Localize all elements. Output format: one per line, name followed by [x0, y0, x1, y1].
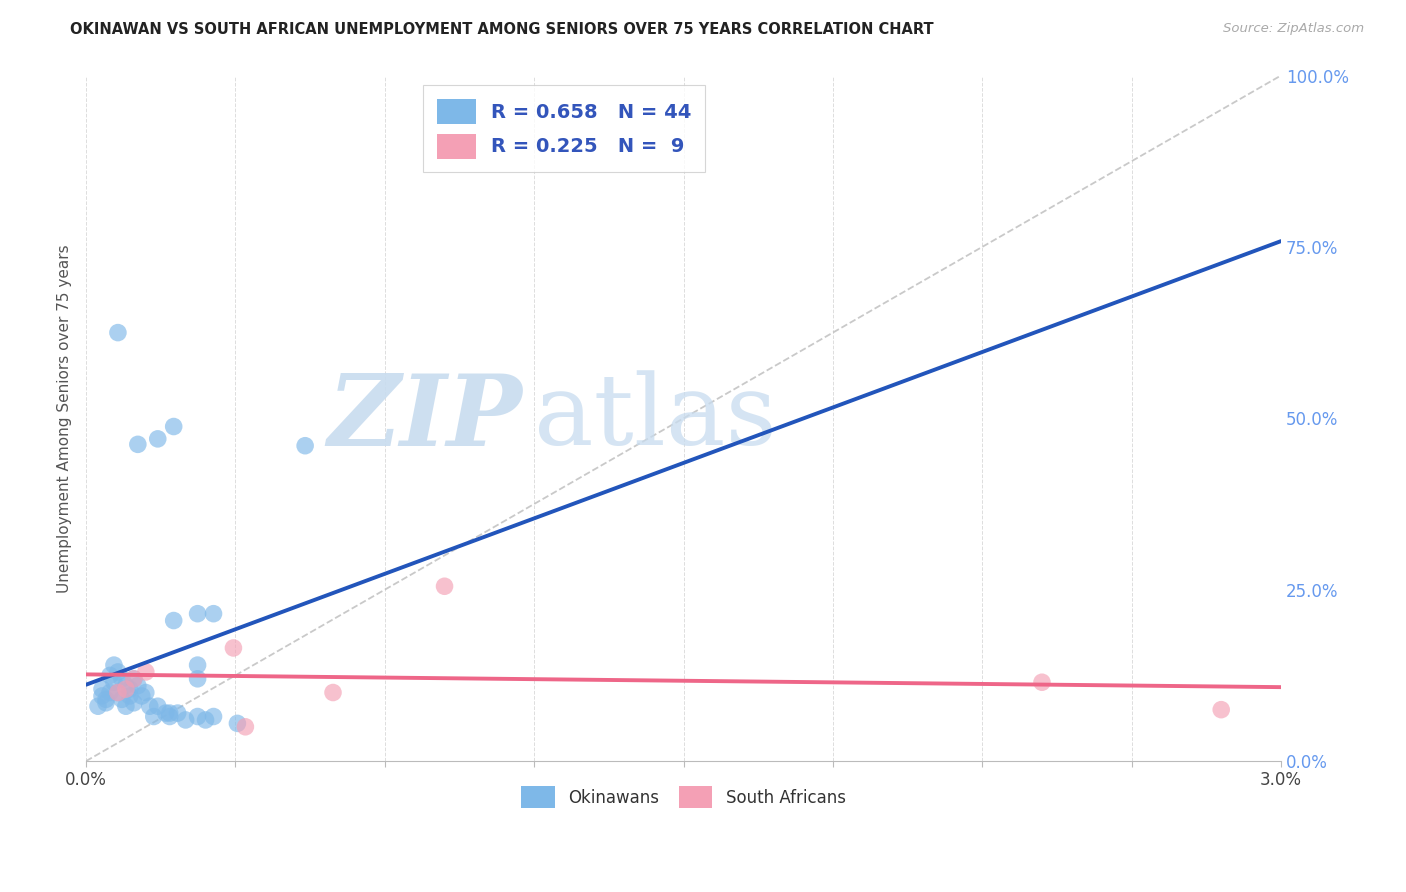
Point	[107, 665, 129, 679]
Point	[135, 665, 157, 679]
Point	[127, 437, 149, 451]
Point	[122, 672, 145, 686]
Point	[163, 614, 186, 628]
Point	[322, 685, 344, 699]
Point	[235, 720, 257, 734]
Point	[122, 672, 145, 686]
Point	[94, 692, 117, 706]
Point	[222, 640, 245, 655]
Point	[122, 696, 145, 710]
Point	[115, 699, 138, 714]
Point	[118, 689, 141, 703]
Point	[131, 689, 153, 703]
Point	[159, 709, 181, 723]
Point	[433, 579, 456, 593]
Point	[1031, 675, 1053, 690]
Text: ZIP: ZIP	[328, 370, 522, 467]
Point	[107, 685, 129, 699]
Point	[294, 439, 316, 453]
Point	[107, 685, 129, 699]
Point	[103, 658, 125, 673]
Point	[127, 679, 149, 693]
Text: atlas: atlas	[534, 370, 778, 467]
Text: OKINAWAN VS SOUTH AFRICAN UNEMPLOYMENT AMONG SENIORS OVER 75 YEARS CORRELATION C: OKINAWAN VS SOUTH AFRICAN UNEMPLOYMENT A…	[70, 22, 934, 37]
Point	[142, 709, 165, 723]
Point	[187, 709, 209, 723]
Point	[118, 682, 141, 697]
Point	[226, 716, 249, 731]
Point	[98, 668, 121, 682]
Point	[194, 713, 217, 727]
Point	[1211, 703, 1233, 717]
Point	[91, 682, 114, 697]
Point	[103, 675, 125, 690]
Point	[115, 679, 138, 693]
Legend: Okinawans, South Africans: Okinawans, South Africans	[515, 780, 852, 814]
Point	[187, 672, 209, 686]
Point	[107, 326, 129, 340]
Point	[159, 706, 181, 720]
Point	[94, 696, 117, 710]
Y-axis label: Unemployment Among Seniors over 75 years: Unemployment Among Seniors over 75 years	[58, 244, 72, 592]
Point	[98, 685, 121, 699]
Point	[146, 432, 169, 446]
Point	[187, 658, 209, 673]
Point	[135, 685, 157, 699]
Point	[155, 706, 177, 720]
Point	[202, 607, 225, 621]
Text: Source: ZipAtlas.com: Source: ZipAtlas.com	[1223, 22, 1364, 36]
Point	[146, 699, 169, 714]
Point	[111, 692, 134, 706]
Point	[166, 706, 188, 720]
Point	[174, 713, 197, 727]
Point	[163, 419, 186, 434]
Point	[139, 699, 162, 714]
Point	[202, 709, 225, 723]
Point	[111, 672, 134, 686]
Point	[187, 607, 209, 621]
Point	[91, 689, 114, 703]
Point	[87, 699, 110, 714]
Point	[115, 682, 138, 697]
